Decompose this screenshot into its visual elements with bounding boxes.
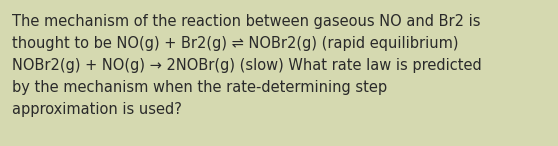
Text: by the mechanism when the rate-determining step: by the mechanism when the rate-determini… — [12, 80, 387, 95]
Text: approximation is used?: approximation is used? — [12, 102, 182, 117]
Text: thought to be NO(g) + Br2(g) ⇌ NOBr2(g) (rapid equilibrium): thought to be NO(g) + Br2(g) ⇌ NOBr2(g) … — [12, 36, 459, 51]
Text: The mechanism of the reaction between gaseous NO and Br2 is: The mechanism of the reaction between ga… — [12, 14, 480, 29]
Text: NOBr2(g) + NO(g) → 2NOBr(g) (slow) What rate law is predicted: NOBr2(g) + NO(g) → 2NOBr(g) (slow) What … — [12, 58, 482, 73]
